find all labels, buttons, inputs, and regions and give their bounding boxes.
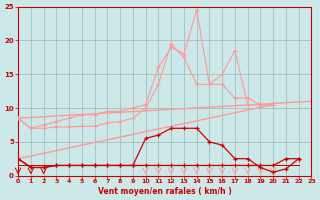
X-axis label: Vent moyen/en rafales ( km/h ): Vent moyen/en rafales ( km/h ) xyxy=(98,187,232,196)
